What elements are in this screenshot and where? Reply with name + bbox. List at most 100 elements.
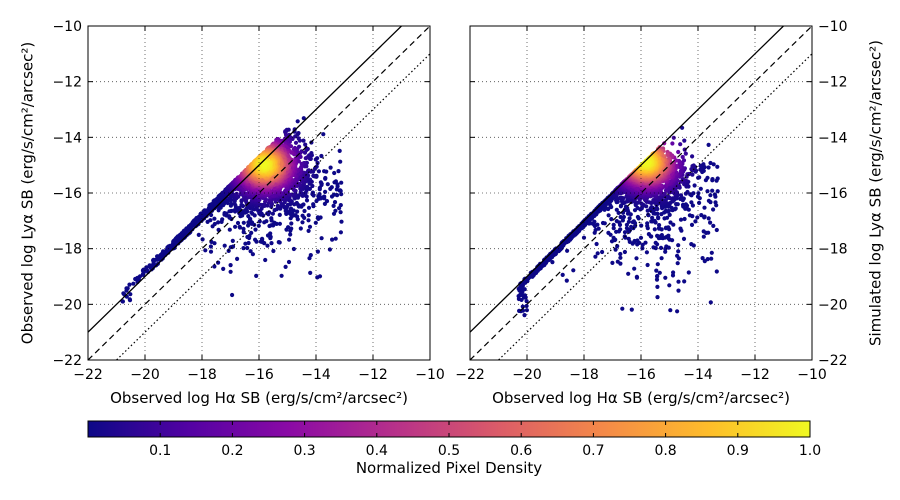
scatter-point <box>674 202 679 207</box>
scatter-point <box>196 232 201 237</box>
scatter-point <box>693 168 699 173</box>
scatter-point <box>655 295 660 300</box>
scatter-point <box>246 214 251 219</box>
scatter-point <box>235 256 240 261</box>
scatter-point <box>208 244 213 249</box>
scatter-point <box>306 218 311 223</box>
scatter-point <box>631 219 637 224</box>
scatter-point <box>233 224 238 229</box>
scatter-point <box>277 221 282 226</box>
scatter-point <box>241 220 246 225</box>
scatter-point <box>692 183 697 188</box>
scatter-point <box>649 219 654 224</box>
scatter-point <box>621 214 627 220</box>
scatter-point <box>339 180 344 185</box>
right-panel: −22 −20 −18 −16 −14 −12 −10−22−20−18−16−14−12−… <box>455 19 884 407</box>
scatter-point <box>646 232 652 237</box>
scatter-point <box>314 198 319 204</box>
scatter-point <box>254 273 259 278</box>
x-tick-label: −14 <box>301 367 331 383</box>
scatter-point <box>289 221 294 226</box>
x-tick-label: −12 <box>358 367 388 383</box>
scatter-point <box>522 293 528 298</box>
scatter-point <box>595 251 600 256</box>
scatter-point <box>651 198 656 203</box>
scatter-point <box>131 281 136 286</box>
scatter-point <box>634 256 639 261</box>
scatter-point <box>303 142 308 147</box>
scatter-point <box>709 250 714 255</box>
scatter-point <box>606 206 611 212</box>
scatter-point <box>295 152 300 157</box>
scatter-point <box>332 180 337 185</box>
scatter-point <box>308 253 313 258</box>
left-reference-lines <box>88 26 430 360</box>
scatter-point <box>618 227 623 232</box>
scatter-point <box>315 215 320 220</box>
scatter-point <box>649 205 654 210</box>
scatter-point <box>277 212 282 217</box>
scatter-point <box>624 226 630 231</box>
scatter-point <box>689 242 694 247</box>
scatter-point <box>127 282 132 287</box>
scatter-point <box>639 223 644 228</box>
scatter-point <box>276 240 281 245</box>
scatter-point <box>329 194 335 199</box>
x-tick-label: −20 <box>130 367 160 383</box>
scatter-point <box>710 177 715 182</box>
scatter-point <box>700 256 705 261</box>
scatter-point <box>627 216 632 221</box>
scatter-point <box>616 210 621 215</box>
scatter-point <box>656 215 661 220</box>
scatter-point <box>611 222 616 227</box>
scatter-point <box>682 138 687 143</box>
scatter-point <box>295 119 300 124</box>
scatter-point <box>328 186 333 191</box>
scatter-point <box>302 150 308 155</box>
scatter-point <box>676 288 681 293</box>
scatter-point <box>689 222 695 227</box>
scatter-point <box>632 266 637 271</box>
scatter-point <box>306 228 311 233</box>
scatter-point <box>695 194 701 199</box>
scatter-point <box>711 223 716 228</box>
scatter-point <box>336 169 341 174</box>
scatter-point <box>327 247 332 252</box>
scatter-point <box>662 216 667 221</box>
scatter-point <box>610 260 615 265</box>
scatter-point <box>571 268 576 273</box>
scatter-point <box>292 129 297 134</box>
scatter-point <box>675 261 680 266</box>
scatter-point <box>620 218 626 223</box>
scatter-point <box>626 271 631 276</box>
scatter-point <box>239 202 244 207</box>
scatter-point <box>316 169 321 174</box>
scatter-point <box>615 259 620 264</box>
x-tick-label: −10 <box>415 367 445 383</box>
scatter-point <box>705 189 710 194</box>
scatter-point <box>120 299 125 304</box>
scatter-point <box>675 309 680 314</box>
left-grid <box>88 26 430 360</box>
scatter-point <box>706 165 711 170</box>
scatter-point <box>291 187 296 192</box>
scatter-point <box>308 270 313 275</box>
scatter-point <box>337 206 342 211</box>
scatter-point <box>618 214 623 220</box>
scatter-point <box>323 175 328 181</box>
scatter-point <box>306 213 311 218</box>
scatter-point <box>285 202 290 207</box>
scatter-point <box>283 208 288 214</box>
scatter-point <box>606 230 611 235</box>
scatter-point <box>708 220 713 225</box>
scatter-point <box>550 260 555 265</box>
scatter-point <box>250 252 255 257</box>
scatter-point <box>654 206 659 211</box>
scatter-point <box>221 266 226 271</box>
scatter-point <box>564 278 569 283</box>
scatter-point <box>678 142 683 147</box>
scatter-point <box>212 264 217 269</box>
scatter-point <box>714 227 719 233</box>
scatter-point <box>212 221 217 227</box>
